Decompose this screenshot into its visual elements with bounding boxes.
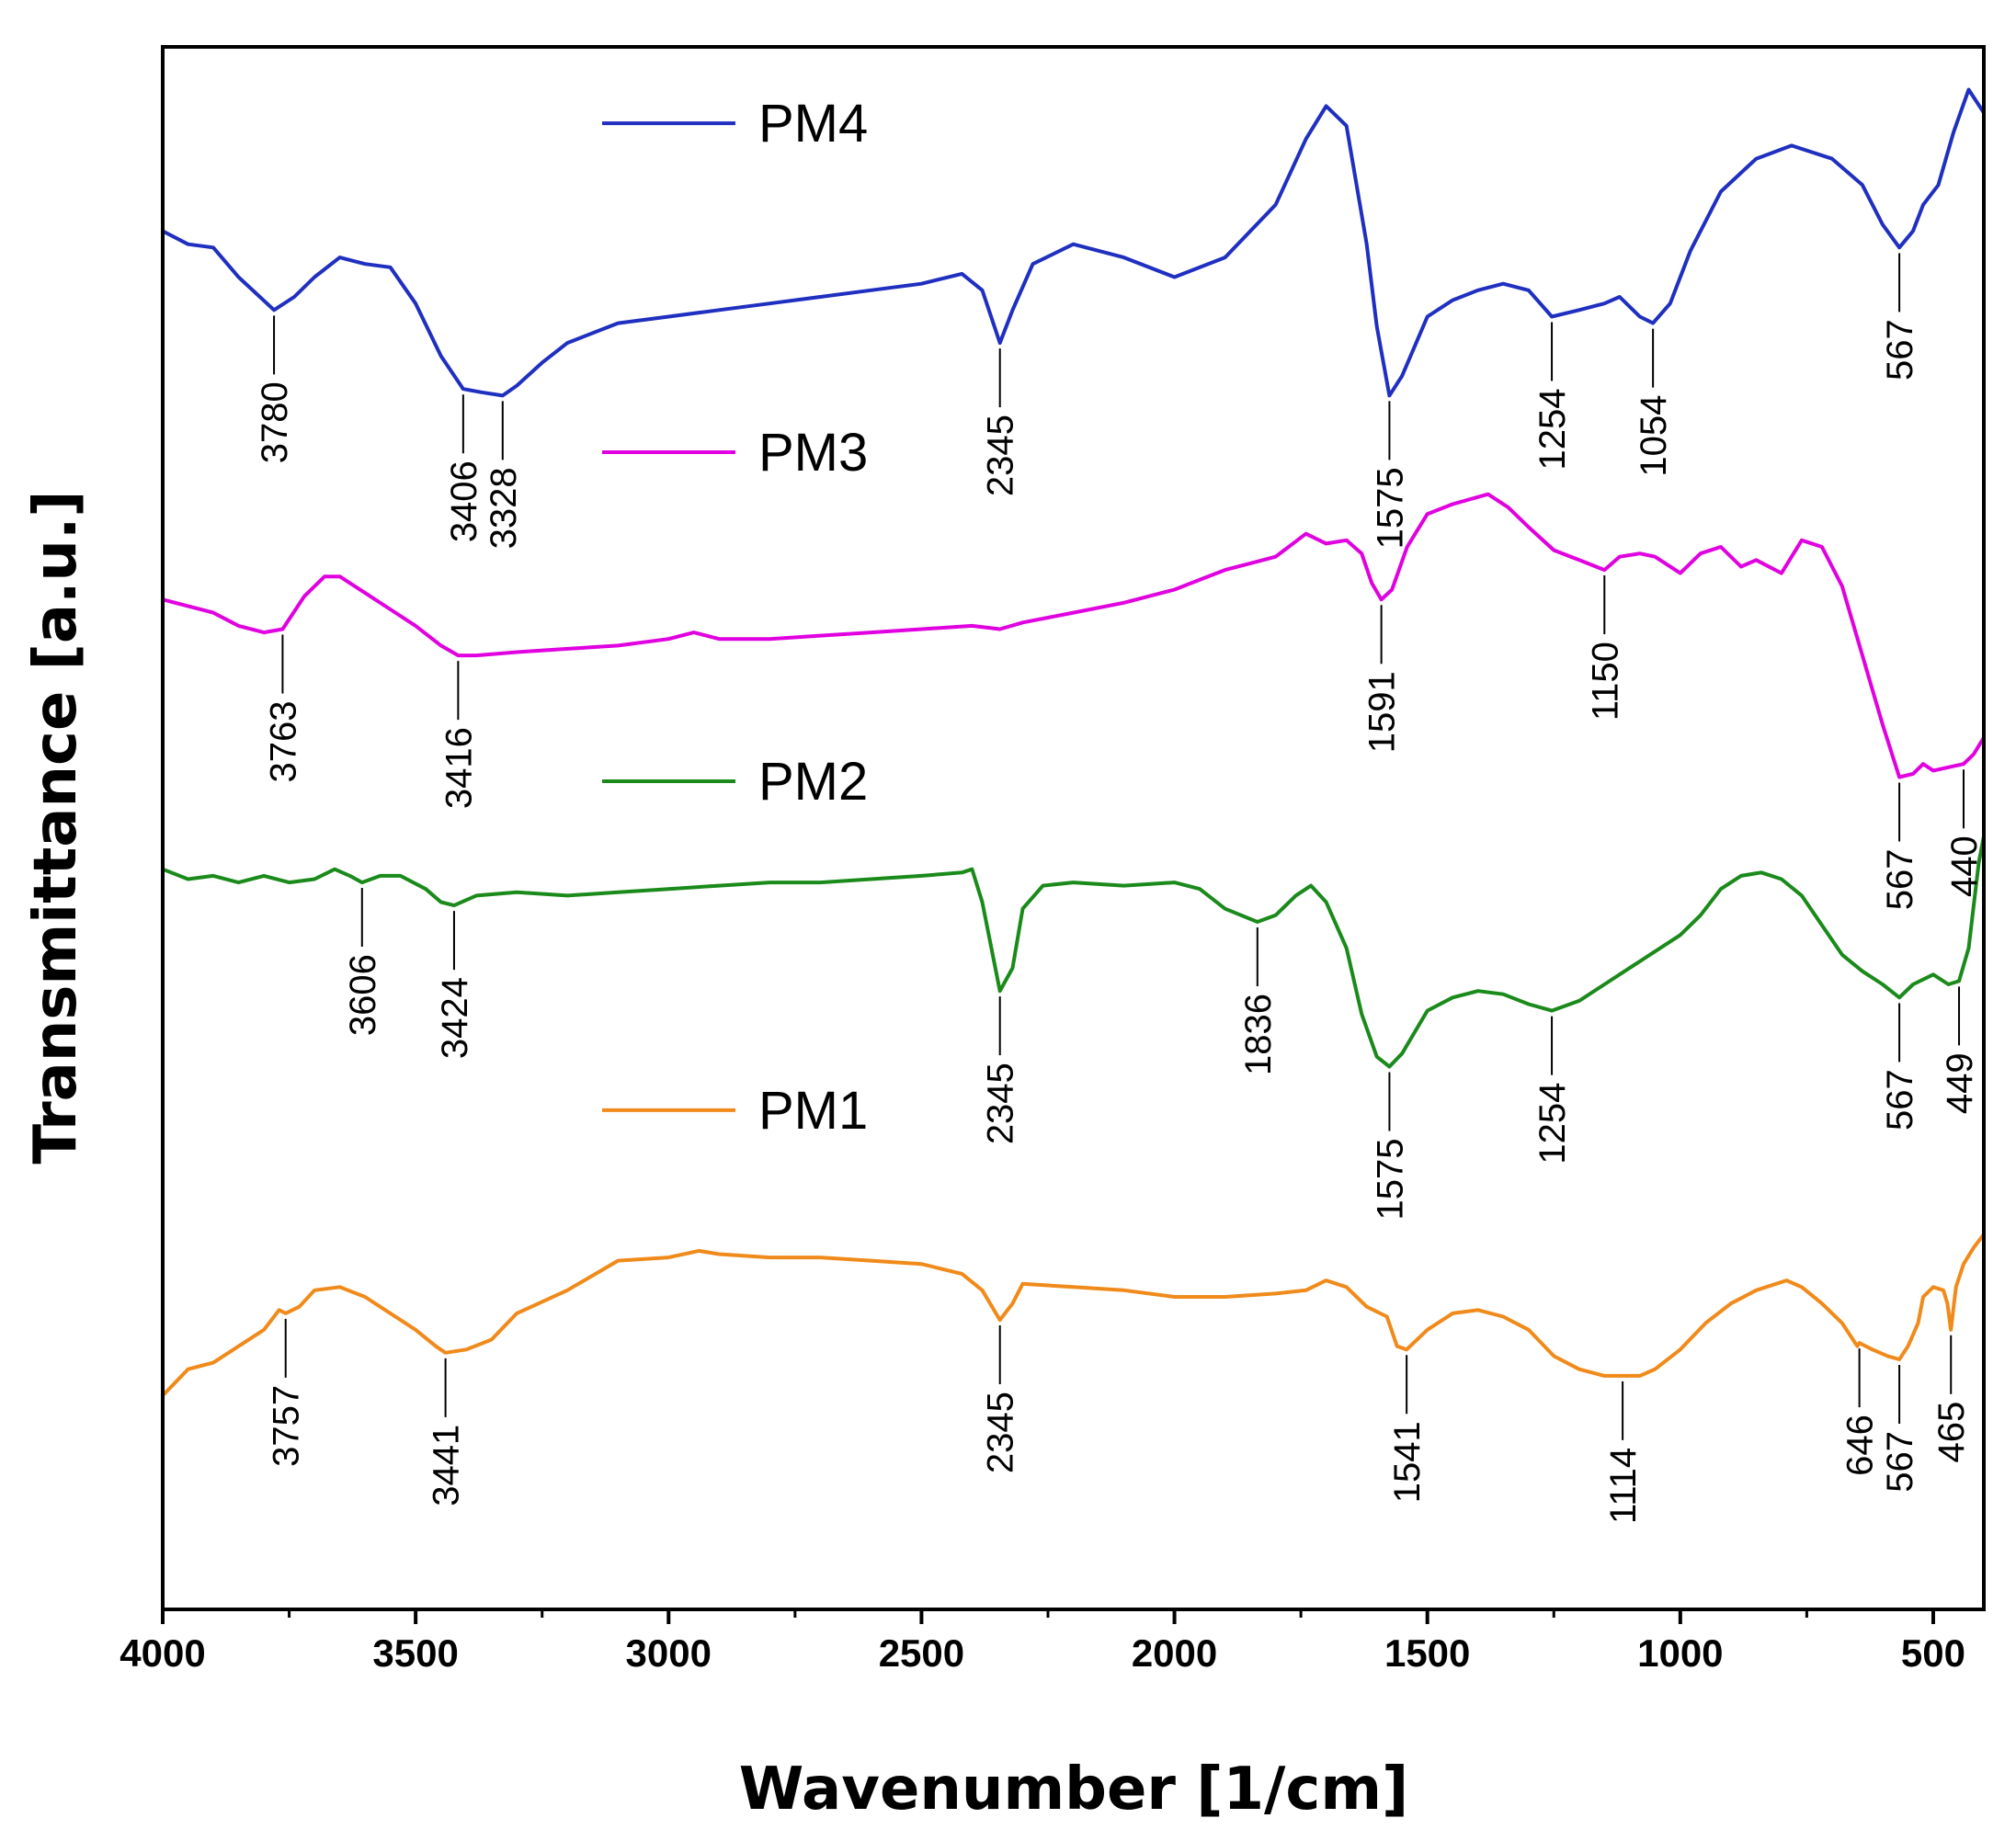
peak-label-pm4-1575: 1575: [1370, 467, 1410, 549]
peak-label-pm3-440: 440: [1944, 835, 1985, 897]
peak-label-pm4-1054: 1054: [1634, 395, 1674, 477]
series-layer: [161, 87, 1986, 1397]
series-line-pm3: [162, 492, 1986, 779]
peak-label-pm4-3328: 3328: [484, 467, 524, 549]
peak-label-pm3-3763: 3763: [263, 701, 303, 783]
x-axis: 4000 3500 3000 2500 2000 1500 1000 500: [120, 1609, 1965, 1675]
x-tick-label-2500: 2500: [879, 1631, 964, 1675]
peak-label-pm4-2345: 2345: [981, 415, 1021, 496]
series-line-pm4: [162, 87, 1986, 398]
legend-label-pm4: PM4: [758, 94, 868, 153]
peak-label-pm4-1254: 1254: [1532, 389, 1573, 471]
x-tick-label-1000: 1000: [1637, 1631, 1723, 1675]
peak-label-pm2-3606: 3606: [343, 954, 383, 1036]
legend-label-pm3: PM3: [758, 423, 868, 483]
series-line-pm1: [161, 1233, 1986, 1397]
peak-label-pm1-3441: 3441: [427, 1425, 467, 1506]
y-axis-title: Transmittance [a.u.]: [22, 490, 90, 1164]
peak-label-pm1-1114: 1114: [1603, 1448, 1644, 1524]
x-tick-label-3500: 3500: [372, 1631, 458, 1675]
peak-label-pm2-2345: 2345: [981, 1063, 1021, 1144]
x-tick-label-4000: 4000: [120, 1631, 205, 1675]
x-axis-title: Wavenumber [1/cm]: [739, 1756, 1409, 1824]
peak-label-pm2-449: 449: [1940, 1052, 1980, 1114]
legend: PM4 PM3 PM2 PM1: [602, 94, 868, 1141]
peak-label-pm2-567: 567: [1880, 1069, 1920, 1131]
peak-label-pm1-2345: 2345: [981, 1392, 1021, 1473]
legend-label-pm1: PM1: [758, 1081, 868, 1141]
peak-label-pm1-1541: 1541: [1387, 1421, 1428, 1503]
peak-label-pm4-3780: 3780: [255, 381, 295, 463]
x-tick-label-500: 500: [1901, 1631, 1965, 1675]
peak-label-pm2-3424: 3424: [435, 977, 475, 1059]
plot-frame: [161, 45, 1986, 1611]
x-tick-label-3000: 3000: [626, 1631, 712, 1675]
peak-label-pm2-1254: 1254: [1532, 1083, 1573, 1165]
peak-label-pm4-567: 567: [1880, 319, 1920, 381]
peak-label-pm1-465: 465: [1931, 1402, 1972, 1463]
peak-label-pm1-646: 646: [1840, 1415, 1881, 1476]
x-tick-label-2000: 2000: [1132, 1631, 1217, 1675]
peak-label-pm2-1836: 1836: [1238, 994, 1279, 1075]
peak-label-pm3-567: 567: [1880, 849, 1920, 911]
peak-label-pm3-1150: 1150: [1585, 642, 1625, 721]
legend-label-pm2: PM2: [758, 752, 868, 812]
peak-label-pm4-3406: 3406: [444, 460, 484, 542]
series-line-pm2: [162, 835, 1986, 1069]
peak-label-pm3-3416: 3416: [439, 727, 479, 809]
peak-label-pm2-1575: 1575: [1370, 1139, 1410, 1221]
x-tick-label-1500: 1500: [1384, 1631, 1470, 1675]
peak-label-pm3-1591: 1591: [1362, 671, 1403, 753]
peak-label-pm1-3757: 3757: [267, 1385, 307, 1467]
peak-label-pm1-567: 567: [1880, 1431, 1920, 1493]
